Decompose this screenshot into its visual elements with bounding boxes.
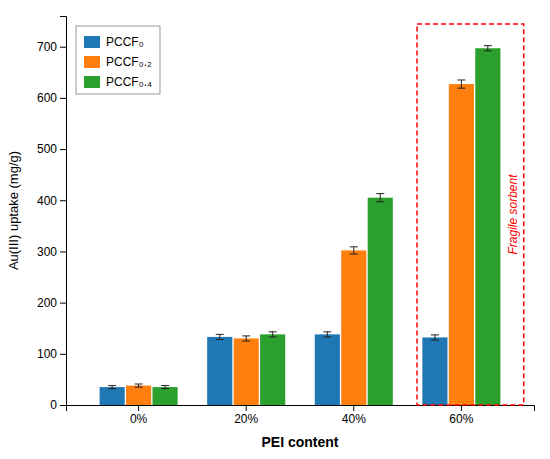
error-bar: [135, 384, 143, 387]
y-tick: 300: [37, 245, 66, 259]
x-tick-label: 40%: [342, 412, 366, 426]
chart: 0 100 200 300 400 500 600 700 0% 20% 40% 60% Fragile…: [0, 0, 550, 459]
marks: [100, 46, 501, 405]
error-bar: [376, 194, 384, 202]
x-tick: 40%: [342, 405, 366, 426]
y-tick: 0: [50, 398, 66, 412]
y-tick-label: 100: [37, 347, 57, 361]
y-tick-label: 0: [50, 398, 57, 412]
y-axis-line: [60, 17, 67, 406]
y-tick-label: 400: [37, 194, 57, 208]
y-tick-mark: [60, 405, 66, 406]
annotations: Fragile sorbent: [417, 24, 524, 405]
y-tick-mark: [60, 251, 66, 252]
y-tick-label: 200: [37, 296, 57, 310]
y-tick: 400: [37, 194, 66, 208]
y-tick: 200: [37, 296, 66, 310]
bar: [475, 48, 500, 405]
bar: [449, 84, 474, 405]
y-tick-label: 600: [37, 91, 57, 105]
error-bar: [323, 332, 331, 337]
error-bar: [457, 80, 465, 88]
x-tick-label: 20%: [234, 412, 258, 426]
annotation-box: [417, 24, 524, 405]
bar: [422, 337, 447, 405]
series: [100, 332, 448, 405]
y-axis-title: Au(III) uptake (mg/g): [6, 151, 21, 270]
series: [126, 80, 474, 405]
x-tick-mark: [138, 405, 139, 411]
y-axis: 0 100 200 300 400 500 600 700: [37, 17, 67, 413]
legend-item: PCCF₀.₂: [84, 55, 152, 69]
bar: [153, 387, 178, 405]
x-tick-label: 60%: [449, 412, 473, 426]
y-tick-label: 300: [37, 245, 57, 259]
x-tick: 20%: [234, 405, 258, 426]
x-tick-label: 0%: [130, 412, 148, 426]
x-tick: 0%: [130, 405, 148, 426]
error-bar: [242, 336, 250, 341]
error-bar: [161, 386, 169, 389]
bar: [315, 334, 340, 405]
legend-label: PCCF₀.₂: [106, 55, 152, 69]
bar: [368, 198, 393, 405]
y-tick: 600: [37, 91, 66, 105]
error-bar: [484, 46, 492, 51]
x-tick-mark: [461, 405, 462, 411]
legend-swatch: [84, 56, 100, 68]
bar: [341, 250, 366, 405]
legend-swatch: [84, 36, 100, 48]
error-bar: [108, 386, 116, 389]
legend-item: PCCF₀.₄: [84, 75, 152, 89]
series: [153, 46, 501, 405]
error-bar: [269, 332, 277, 337]
legend-items: PCCF₀ PCCF₀.₂ PCCF₀.₄: [84, 35, 152, 89]
x-axis-title: PEI content: [261, 434, 338, 450]
legend-swatch: [84, 76, 100, 88]
legend-label: PCCF₀: [106, 35, 144, 49]
y-tick-mark: [60, 47, 66, 48]
y-tick: 100: [37, 347, 66, 361]
bar: [126, 386, 151, 405]
error-bar: [431, 335, 439, 340]
legend: PCCF₀ PCCF₀.₂ PCCF₀.₄: [76, 26, 160, 94]
bar: [207, 337, 232, 405]
bar: [260, 334, 285, 405]
x-tick-mark: [353, 405, 354, 411]
y-tick-mark: [60, 149, 66, 150]
y-tick-mark: [60, 303, 66, 304]
legend-label: PCCF₀.₄: [106, 75, 152, 89]
y-tick-mark: [60, 98, 66, 99]
plot: 0 100 200 300 400 500 600 700 0% 20% 40% 60% Fragile…: [37, 17, 535, 426]
x-tick-mark: [246, 405, 247, 411]
error-bar: [216, 334, 224, 339]
y-tick-mark: [60, 354, 66, 355]
annotation-text: Fragile sorbent: [506, 174, 520, 255]
error-bar: [350, 247, 358, 254]
y-tick-label: 500: [37, 142, 57, 156]
y-tick: 700: [37, 40, 66, 54]
legend-item: PCCF₀: [84, 35, 144, 49]
bar: [100, 387, 125, 405]
x-tick: 60%: [449, 405, 473, 426]
y-tick: 500: [37, 142, 66, 156]
y-tick-mark: [60, 200, 66, 201]
legend-box: [76, 26, 160, 94]
bar: [234, 338, 259, 405]
x-axis-line: [67, 406, 535, 412]
y-tick-label: 700: [37, 40, 57, 54]
x-axis: 0% 20% 40% 60%: [67, 405, 535, 426]
